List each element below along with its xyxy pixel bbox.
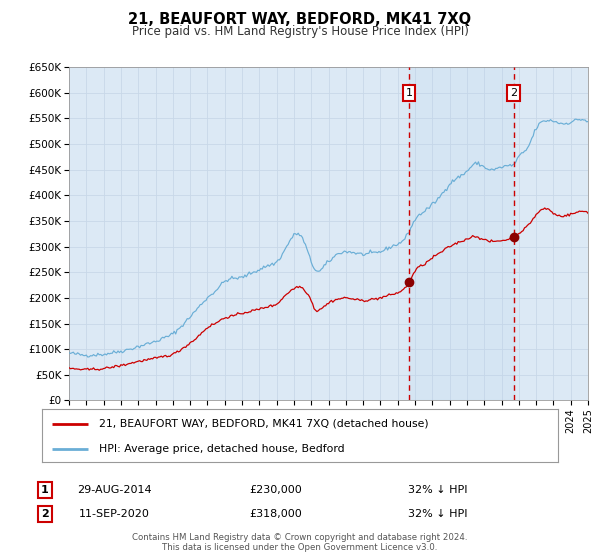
Text: 11-SEP-2020: 11-SEP-2020 (79, 509, 149, 519)
Text: This data is licensed under the Open Government Licence v3.0.: This data is licensed under the Open Gov… (163, 543, 437, 552)
Bar (409, 67, 514, 400)
Text: Contains HM Land Registry data © Crown copyright and database right 2024.: Contains HM Land Registry data © Crown c… (132, 533, 468, 542)
Text: 29-AUG-2014: 29-AUG-2014 (77, 485, 151, 495)
Text: 2: 2 (510, 88, 517, 98)
Text: 21, BEAUFORT WAY, BEDFORD, MK41 7XQ: 21, BEAUFORT WAY, BEDFORD, MK41 7XQ (128, 12, 472, 27)
Text: 32% ↓ HPI: 32% ↓ HPI (408, 485, 468, 495)
Text: 1: 1 (406, 88, 413, 98)
Text: £318,000: £318,000 (250, 509, 302, 519)
Text: £230,000: £230,000 (250, 485, 302, 495)
Text: 32% ↓ HPI: 32% ↓ HPI (408, 509, 468, 519)
Text: 2: 2 (41, 509, 49, 519)
Text: Price paid vs. HM Land Registry's House Price Index (HPI): Price paid vs. HM Land Registry's House … (131, 25, 469, 38)
Text: 21, BEAUFORT WAY, BEDFORD, MK41 7XQ (detached house): 21, BEAUFORT WAY, BEDFORD, MK41 7XQ (det… (99, 419, 428, 429)
Text: HPI: Average price, detached house, Bedford: HPI: Average price, detached house, Bedf… (99, 444, 344, 454)
Text: 1: 1 (41, 485, 49, 495)
